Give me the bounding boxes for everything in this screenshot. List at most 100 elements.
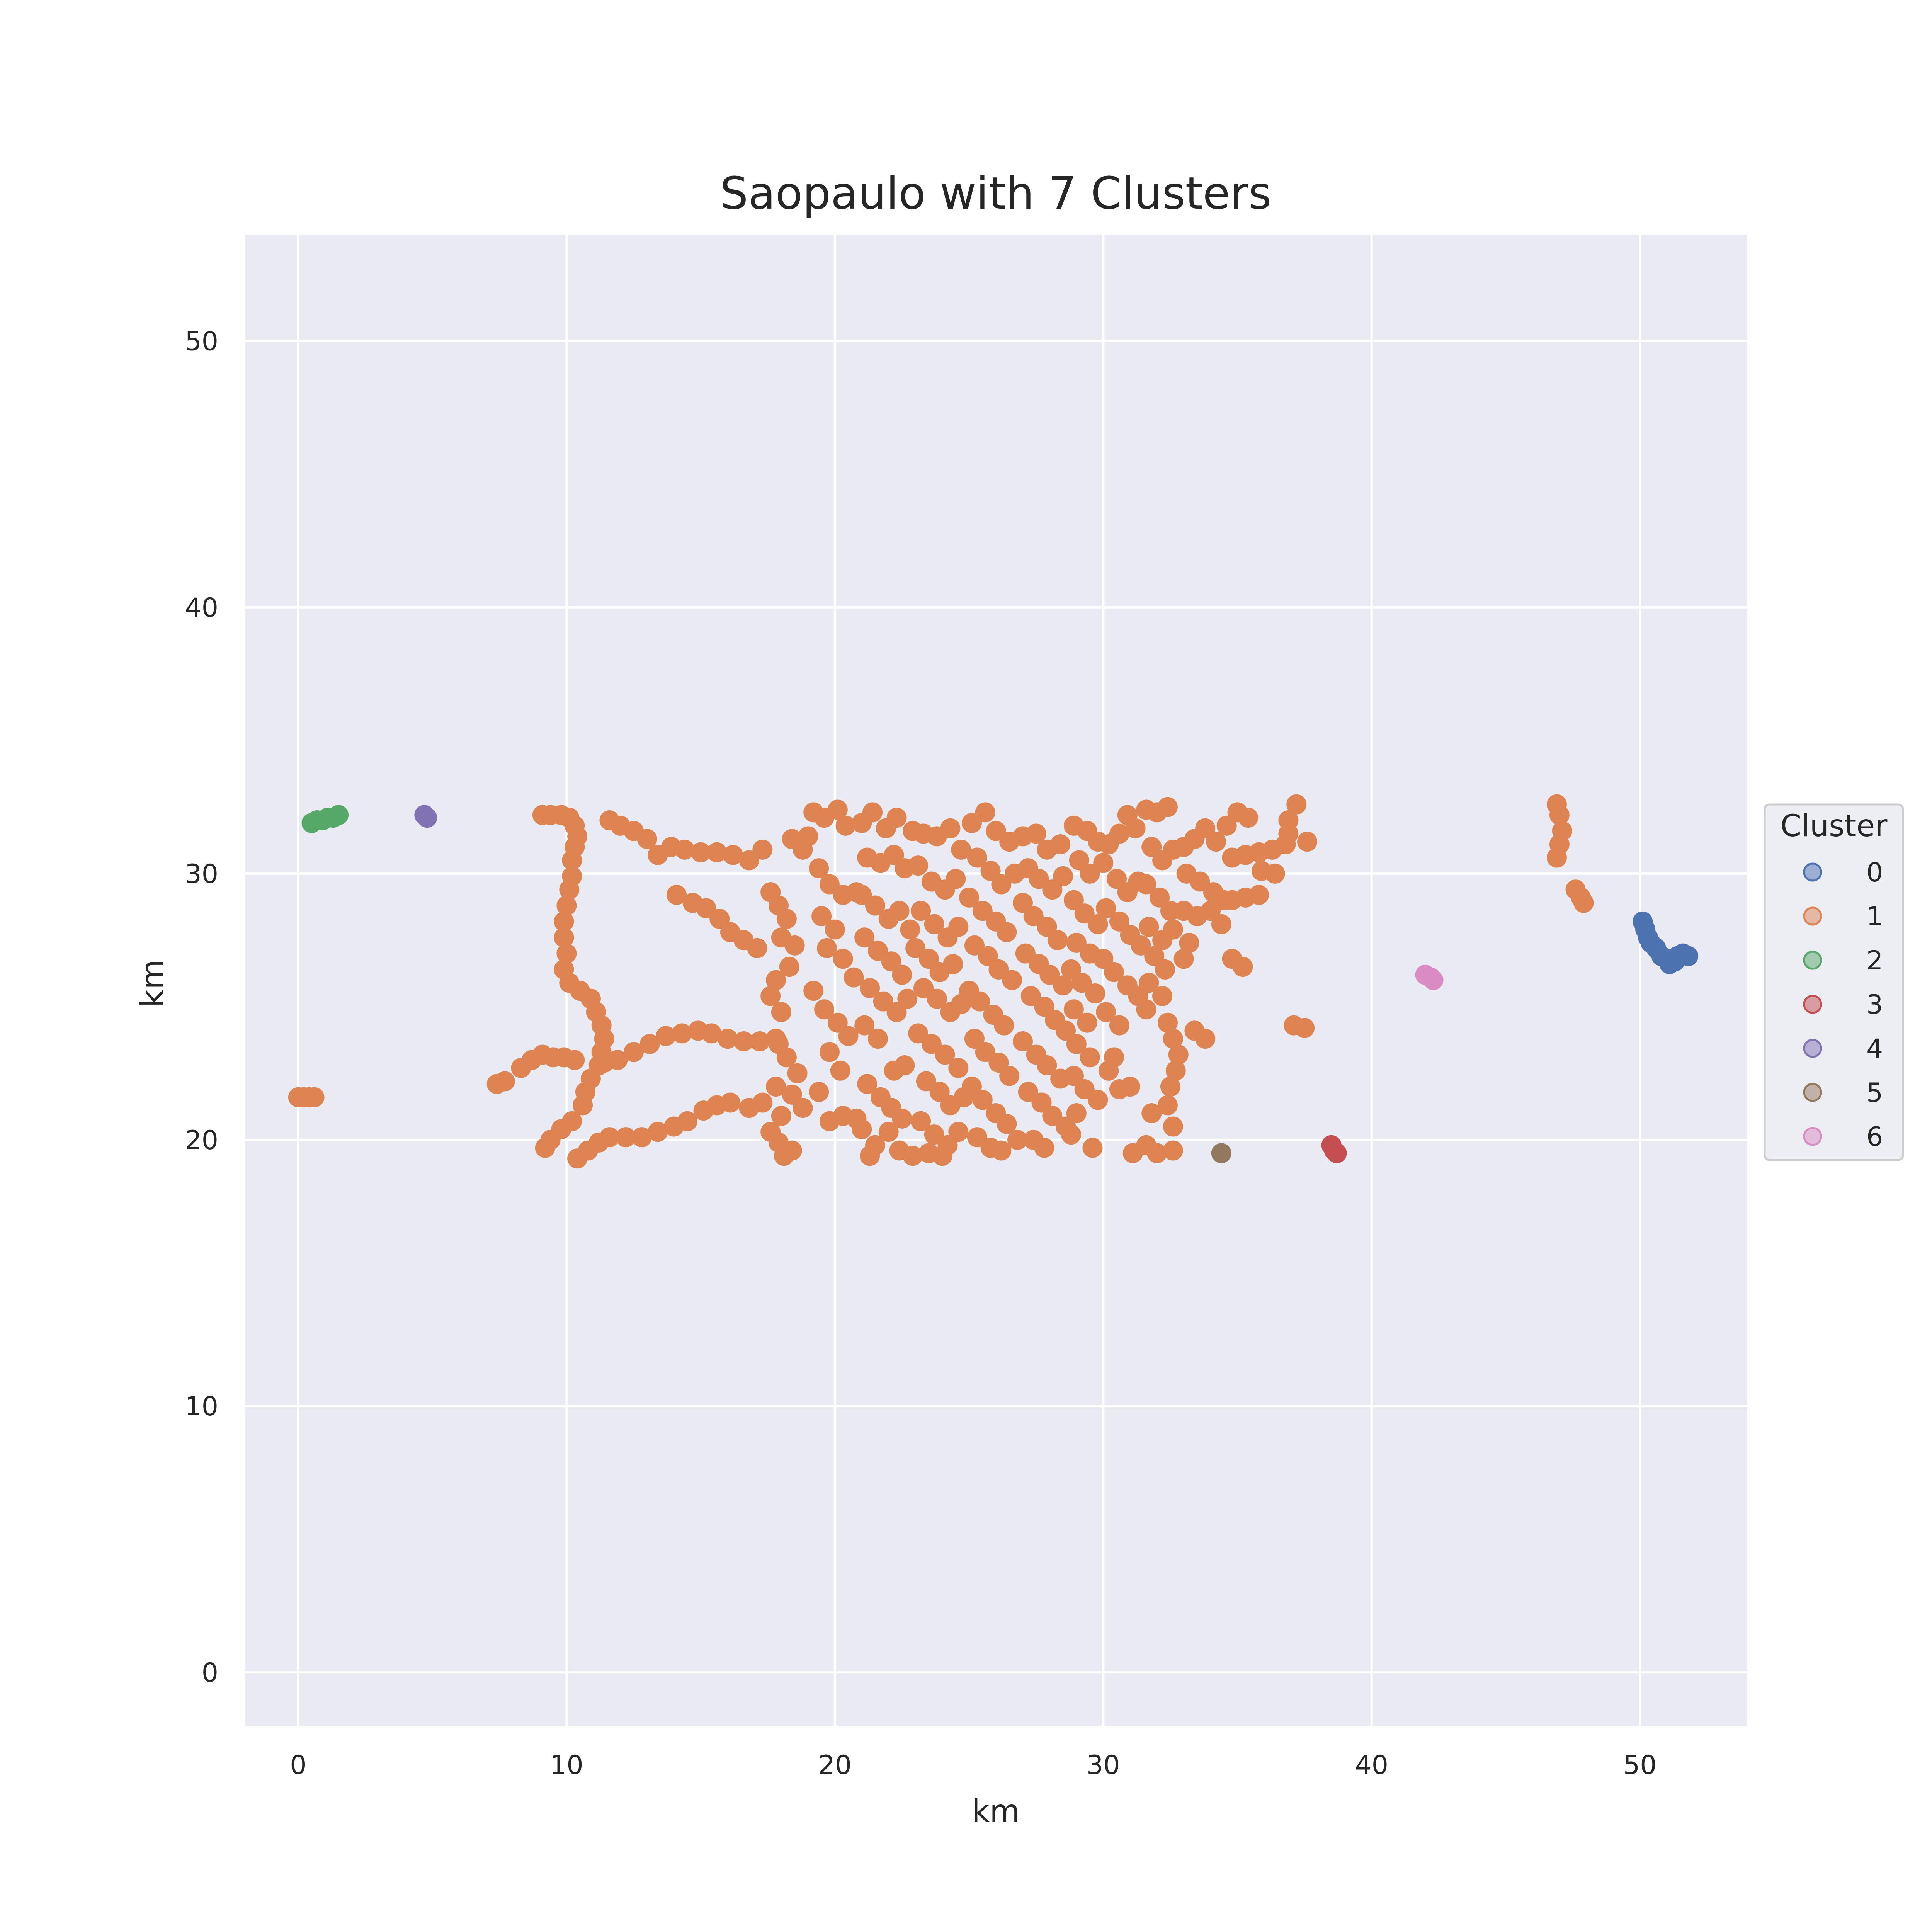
y-axis-label: km [134, 959, 170, 1007]
data-point [854, 1015, 875, 1036]
data-point [1211, 914, 1231, 934]
data-point [776, 909, 797, 929]
y-tick-label: 0 [202, 1658, 218, 1688]
cluster-5-points [1211, 1143, 1231, 1163]
data-point [1085, 983, 1105, 1003]
data-point [328, 805, 349, 825]
data-point [723, 845, 743, 865]
data-point [1053, 866, 1073, 886]
data-point [1093, 949, 1114, 969]
data-point [1195, 818, 1216, 838]
data-point [961, 813, 982, 833]
data-point [1233, 957, 1253, 977]
data-point [964, 1029, 985, 1049]
legend-marker-1 [1803, 906, 1822, 926]
x-tick-label: 50 [1623, 1750, 1657, 1781]
data-point [709, 909, 730, 929]
data-point [827, 1012, 848, 1033]
data-point [1147, 1143, 1167, 1163]
data-point [1104, 962, 1124, 982]
data-point [1211, 1143, 1231, 1163]
data-point [986, 821, 1006, 841]
legend-marker-2 [1803, 951, 1822, 970]
legend-marker-4 [1803, 1039, 1822, 1058]
data-point [616, 1127, 636, 1148]
legend-marker-0 [1803, 862, 1822, 882]
data-point [819, 1042, 840, 1062]
data-point [782, 1140, 802, 1161]
data-point [599, 1127, 620, 1148]
data-point [1096, 1002, 1116, 1022]
data-point [833, 949, 853, 969]
data-point [1139, 917, 1159, 937]
data-point [1141, 837, 1162, 857]
data-point [779, 957, 799, 977]
data-point [556, 895, 577, 916]
data-point [975, 1042, 995, 1062]
data-point [784, 935, 805, 956]
data-point [878, 1122, 899, 1142]
data-point [1066, 1034, 1087, 1054]
data-point [852, 1119, 872, 1139]
data-point [819, 874, 840, 895]
data-point [1278, 823, 1299, 844]
data-point [1265, 863, 1285, 884]
data-point [656, 1026, 676, 1046]
legend-marker-6 [1803, 1127, 1822, 1146]
data-point [1012, 893, 1033, 913]
cluster-1-points [288, 794, 1594, 1169]
data-point [1042, 1105, 1063, 1126]
data-point [835, 815, 856, 836]
data-point [1286, 794, 1307, 815]
data-point [924, 914, 944, 934]
data-point [798, 826, 818, 847]
data-point [886, 808, 907, 828]
data-point [991, 874, 1012, 895]
data-point [921, 1034, 942, 1054]
data-point [997, 1114, 1017, 1134]
data-point [1163, 1029, 1183, 1049]
data-point [961, 1077, 982, 1097]
data-point [862, 802, 883, 823]
data-point [809, 1082, 829, 1102]
data-point [1152, 986, 1173, 1006]
data-point [857, 1074, 878, 1094]
data-point [908, 1023, 929, 1044]
data-point [565, 1050, 585, 1070]
legend-label-4: 4 [1866, 1034, 1883, 1064]
data-point [573, 1095, 593, 1116]
data-point [1546, 847, 1567, 868]
data-point [1018, 1082, 1038, 1102]
data-point [1107, 869, 1127, 889]
data-point [417, 808, 437, 828]
data-point [648, 1122, 668, 1142]
data-point [1157, 1095, 1178, 1116]
data-point [690, 842, 711, 862]
data-point [959, 887, 980, 908]
data-point [677, 1111, 697, 1131]
data-point [554, 911, 574, 932]
data-point [1061, 959, 1081, 980]
data-point [631, 1127, 652, 1148]
data-point [1012, 1031, 1033, 1051]
data-point [911, 901, 931, 921]
data-point [623, 1042, 644, 1062]
data-point [935, 1044, 955, 1065]
legend-title: Cluster [1781, 809, 1888, 844]
data-point [1088, 1090, 1108, 1110]
data-point [766, 970, 786, 990]
y-tick-label: 40 [185, 593, 218, 623]
x-tick-label: 20 [818, 1750, 852, 1781]
data-point [1029, 869, 1049, 889]
data-point [892, 1108, 912, 1129]
data-point [1190, 871, 1210, 892]
data-point [1173, 949, 1194, 969]
data-point [1074, 1079, 1095, 1100]
data-point [1573, 893, 1594, 913]
data-point [913, 978, 934, 998]
data-point [895, 1055, 915, 1076]
legend: Cluster 0 1 2 3 4 5 6 [1764, 803, 1904, 1161]
data-point [830, 1060, 850, 1081]
data-point [707, 842, 727, 862]
